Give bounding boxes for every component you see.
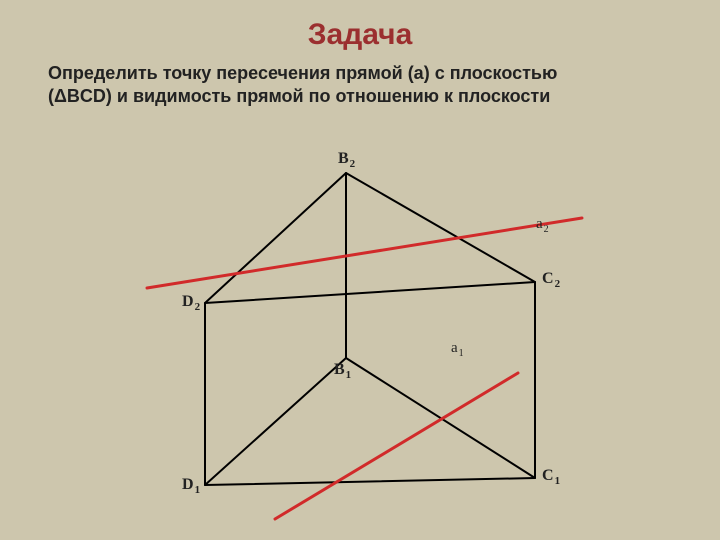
label-C2-sub: 2 — [555, 278, 561, 290]
label-B1: B1 — [334, 361, 351, 381]
line-a-projections — [147, 218, 582, 519]
label-B1-letter: B — [334, 361, 345, 378]
label-D2: D2 — [182, 293, 200, 313]
label-C2: C2 — [542, 270, 560, 290]
label-B1-sub: 1 — [346, 369, 352, 381]
label-C1-sub: 1 — [555, 475, 561, 487]
label-C1: C1 — [542, 467, 560, 487]
label-a2-letter: a — [536, 216, 543, 232]
geometry-diagram — [0, 0, 720, 540]
label-a1-sub: 1 — [459, 348, 464, 359]
page-root: Задача Определить точку пересечения прям… — [0, 0, 720, 540]
label-C2-letter: C — [542, 270, 554, 287]
label-a2: a2 — [536, 216, 549, 235]
label-D2-letter: D — [182, 293, 194, 310]
label-D1-letter: D — [182, 476, 194, 493]
label-B2: B2 — [338, 150, 355, 170]
label-a1-letter: a — [451, 340, 458, 356]
prism-edges — [205, 173, 535, 485]
label-a1: a1 — [451, 340, 464, 359]
label-D2-sub: 2 — [195, 301, 201, 313]
label-D1-sub: 1 — [195, 484, 201, 496]
label-B2-letter: B — [338, 150, 349, 167]
label-a2-sub: 2 — [544, 224, 549, 235]
label-D1: D1 — [182, 476, 200, 496]
label-B2-sub: 2 — [350, 158, 356, 170]
label-C1-letter: C — [542, 467, 554, 484]
